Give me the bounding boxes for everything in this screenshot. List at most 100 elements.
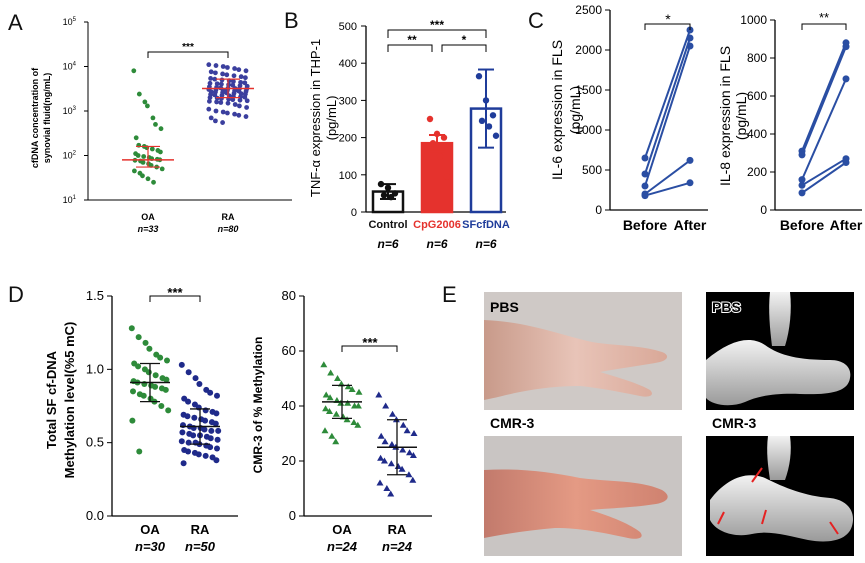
panel-label-e: E — [442, 282, 457, 307]
d-point-ra — [382, 438, 389, 444]
b-ytick-label: 300 — [339, 95, 357, 107]
d-ytick-label: 60 — [282, 343, 296, 358]
d-point-ra — [383, 485, 390, 491]
panel-e: PBS CMR-3 PBS CMR-3 — [484, 292, 854, 556]
d-point-oa — [164, 358, 170, 364]
d-point-ra — [409, 477, 416, 483]
c-ytick-label: 2000 — [575, 43, 602, 57]
a-point-ra — [244, 68, 249, 73]
d-ytick-label: 1.0 — [86, 361, 104, 376]
a-point-ra — [232, 66, 237, 71]
d-point-ra — [185, 399, 191, 405]
a-point-ra — [225, 111, 230, 116]
a-point-oa — [136, 153, 141, 158]
d-point-ra — [377, 480, 384, 486]
panel-d-left-n-ra: n=50 — [185, 539, 216, 554]
c-point-before — [799, 182, 806, 189]
panel-c-il6-ylabel-line-1: IL-6 expression in FLS — [549, 40, 565, 180]
c-point-before — [642, 192, 649, 199]
panel-c-il8-chart: IL-8 expression in FLS (pg/mL) 0 200 400 60… — [717, 10, 863, 233]
d-point-ra — [215, 428, 221, 434]
d-point-ra — [196, 381, 202, 387]
d-point-ra — [207, 390, 213, 396]
panel-label-b: B — [284, 8, 299, 33]
a-point-oa — [132, 169, 137, 174]
d-point-ra — [411, 430, 418, 436]
panel-c-il8-xtick-before: Before — [780, 217, 825, 233]
panel-b-sig-label-1: *** — [430, 18, 444, 32]
d-point-ra — [193, 375, 199, 381]
a-point-oa — [151, 115, 156, 120]
d-point-oa — [152, 384, 158, 390]
a-point-oa — [153, 122, 158, 127]
a-point-ra — [209, 115, 214, 120]
d-ytick-label: 40 — [282, 398, 296, 413]
panel-b-n-control: n=6 — [377, 237, 398, 251]
c-ytick-label: 600 — [747, 89, 767, 103]
a-point-oa — [160, 166, 165, 171]
a-point-ra — [206, 62, 211, 67]
a-point-ra — [220, 72, 225, 77]
panel-a-xtick-ra: RA — [222, 212, 235, 222]
panel-d-left-ylabel-line-1: Total SF cf-DNA — [44, 350, 59, 449]
c-ytick-label: 2500 — [575, 3, 602, 17]
a-point-ra — [208, 76, 213, 81]
a-point-ra — [206, 107, 211, 112]
d-point-ra — [382, 403, 389, 409]
panel-b-xtick-sfcfdna: SFcfDNA — [462, 219, 510, 231]
d-ytick-label: 0.0 — [86, 508, 104, 523]
d-point-ra — [377, 455, 384, 461]
a-point-ra — [233, 102, 238, 107]
d-ytick-label: 20 — [282, 453, 296, 468]
c-point-after — [843, 159, 850, 166]
panel-d-left-xtick-oa: OA — [140, 522, 160, 537]
panel-label-d: D — [8, 282, 24, 307]
panel-c-il8-xtick-after: After — [830, 217, 863, 233]
a-point-oa — [140, 173, 145, 178]
d-point-ra — [179, 429, 185, 435]
a-point-ra — [236, 113, 241, 118]
panel-c-il6-sig-label: * — [665, 11, 671, 27]
d-point-ra — [388, 460, 395, 466]
d-point-oa — [163, 387, 169, 393]
d-point-ra — [179, 438, 185, 444]
panel-c-il6-xtick-before: Before — [623, 217, 668, 233]
c-ytick-label: 400 — [747, 127, 767, 141]
d-point-oa — [136, 448, 142, 454]
a-point-ra — [213, 70, 218, 75]
panel-b-n-sfcfdna: n=6 — [475, 237, 496, 251]
panel-d-right-ylabel: CMR-3 of % Methylation — [251, 337, 265, 474]
a-point-oa — [141, 154, 146, 159]
b-point — [437, 153, 443, 159]
panel-label-a: A — [8, 10, 23, 35]
a-point-ra — [225, 65, 230, 70]
b-point — [385, 185, 391, 191]
panel-b-ylabel-line-2: (pg/mL) — [324, 96, 339, 141]
a-point-ra — [232, 73, 237, 78]
c-ytick-label: 0 — [760, 203, 767, 217]
a-point-ra — [214, 109, 219, 114]
d-point-ra — [190, 432, 196, 438]
c-point-after — [843, 75, 850, 82]
d-point-oa — [165, 407, 171, 413]
panel-b-xtick-control: Control — [368, 219, 407, 231]
a-point-ra — [214, 63, 219, 68]
c-point-before — [642, 155, 649, 162]
d-point-oa — [136, 334, 142, 340]
d-point-oa — [345, 383, 352, 389]
d-point-ra — [208, 435, 214, 441]
d-point-oa — [129, 325, 135, 331]
c-point-after — [687, 179, 694, 186]
panel-b-n-cpg2006: n=6 — [426, 237, 447, 251]
d-point-oa — [129, 418, 135, 424]
b-ytick-label: 200 — [339, 133, 357, 145]
panel-b-ylabel-line-1: TNF-α expression in THP-1 — [308, 39, 323, 197]
panel-d-right-chart: CMR-3 of % Methylation 0 20 40 60 80 OA RA n… — [251, 288, 432, 554]
a-point-ra — [244, 105, 249, 110]
d-point-oa — [333, 411, 340, 417]
c-ytick-label: 1000 — [740, 13, 767, 27]
a-ytick-label: 103 — [63, 106, 77, 116]
d-point-oa — [158, 403, 164, 409]
d-ytick-label: 0.5 — [86, 435, 104, 450]
c-point-after — [843, 43, 850, 50]
